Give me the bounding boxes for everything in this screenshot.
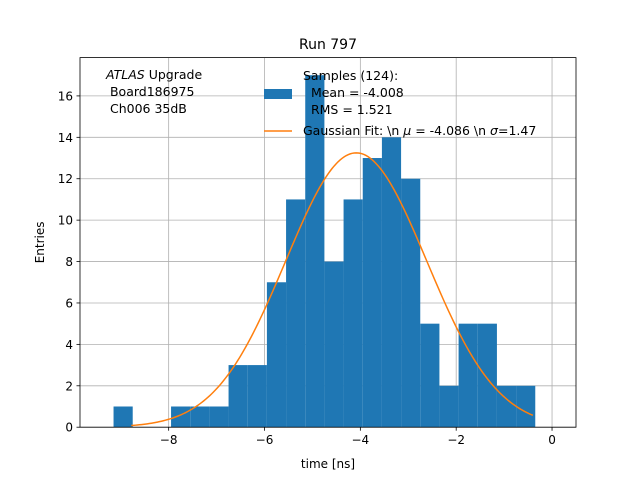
histogram-bars [113, 75, 536, 428]
legend: Samples (124): Mean = -4.008 RMS = 1.521… [264, 68, 536, 138]
atlas-annotation: ATLAS Upgrade Board186975 Ch006 35dB [105, 67, 202, 116]
legend-fit-prefix: Gaussian Fit: \n [303, 123, 403, 138]
histogram-bar [516, 385, 536, 428]
annotation-line-3: Ch006 35dB [106, 101, 187, 116]
y-tick-label: 8 [65, 255, 73, 269]
histogram-bar [496, 385, 517, 428]
histogram-bar [420, 323, 440, 428]
histogram-bar [305, 75, 325, 428]
histogram-bar [458, 323, 478, 428]
histogram-bar [113, 406, 133, 428]
histogram-bar [171, 406, 191, 428]
legend-samples-patch [264, 89, 292, 99]
histogram-bar [401, 178, 421, 428]
y-tick-label: 10 [58, 214, 73, 228]
histogram-bar [343, 199, 363, 428]
y-axis-label: Entries [33, 222, 47, 264]
histogram-bar [209, 406, 229, 428]
legend-samples-line-1: Samples (124): [303, 68, 398, 83]
annotation-line-2: Board186975 [106, 84, 194, 99]
x-axis-label: time [ns] [301, 457, 355, 471]
x-tick-label: −2 [447, 433, 465, 447]
y-tick-label: 14 [58, 131, 73, 145]
histogram-bar [477, 323, 497, 428]
histogram-bar [439, 385, 459, 428]
legend-fit-mu-value: = -4.086 \n [411, 123, 490, 138]
annotation-upgrade: Upgrade [145, 67, 203, 82]
histogram-bar [381, 137, 402, 428]
annotation-atlas-italic: ATLAS [105, 67, 145, 82]
y-tick-label: 12 [58, 172, 73, 186]
x-tick-label: 0 [548, 433, 556, 447]
x-tick-label: −4 [351, 433, 369, 447]
histogram-bar [324, 261, 344, 428]
legend-fit-mu-symbol: μ [402, 123, 411, 138]
y-tick-label: 4 [65, 338, 73, 352]
histogram-bar [266, 282, 287, 428]
histogram-bar [362, 158, 382, 428]
y-tick-label: 2 [65, 379, 73, 393]
x-tick-label: −6 [256, 433, 274, 447]
plot-frame [79, 57, 577, 428]
legend-samples-line-2: Mean = -4.008 [303, 85, 404, 100]
gaussian-fit-curve [131, 152, 534, 427]
legend-samples-line-3: RMS = 1.521 [303, 102, 393, 117]
histogram-bar [247, 365, 267, 428]
histogram-bar [190, 406, 210, 428]
y-tick-label: 0 [65, 421, 73, 435]
axis-ticks: −8 −6 −4 −2 0 0 2 4 6 8 10 12 14 16 [58, 89, 556, 447]
y-tick-label: 6 [65, 296, 73, 310]
legend-fit-label: Gaussian Fit: \n μ = -4.086 \n σ=1.47 [303, 123, 536, 138]
y-tick-label: 16 [58, 89, 73, 103]
legend-fit-sigma-symbol: σ [490, 123, 499, 138]
histogram-bar [228, 365, 248, 428]
legend-fit-sigma-value: =1.47 [498, 123, 536, 138]
chart-title: Run 797 [299, 37, 357, 53]
x-tick-label: −8 [160, 433, 178, 447]
histogram-bar [286, 199, 306, 428]
annotation-line-1: ATLAS Upgrade [105, 67, 202, 82]
